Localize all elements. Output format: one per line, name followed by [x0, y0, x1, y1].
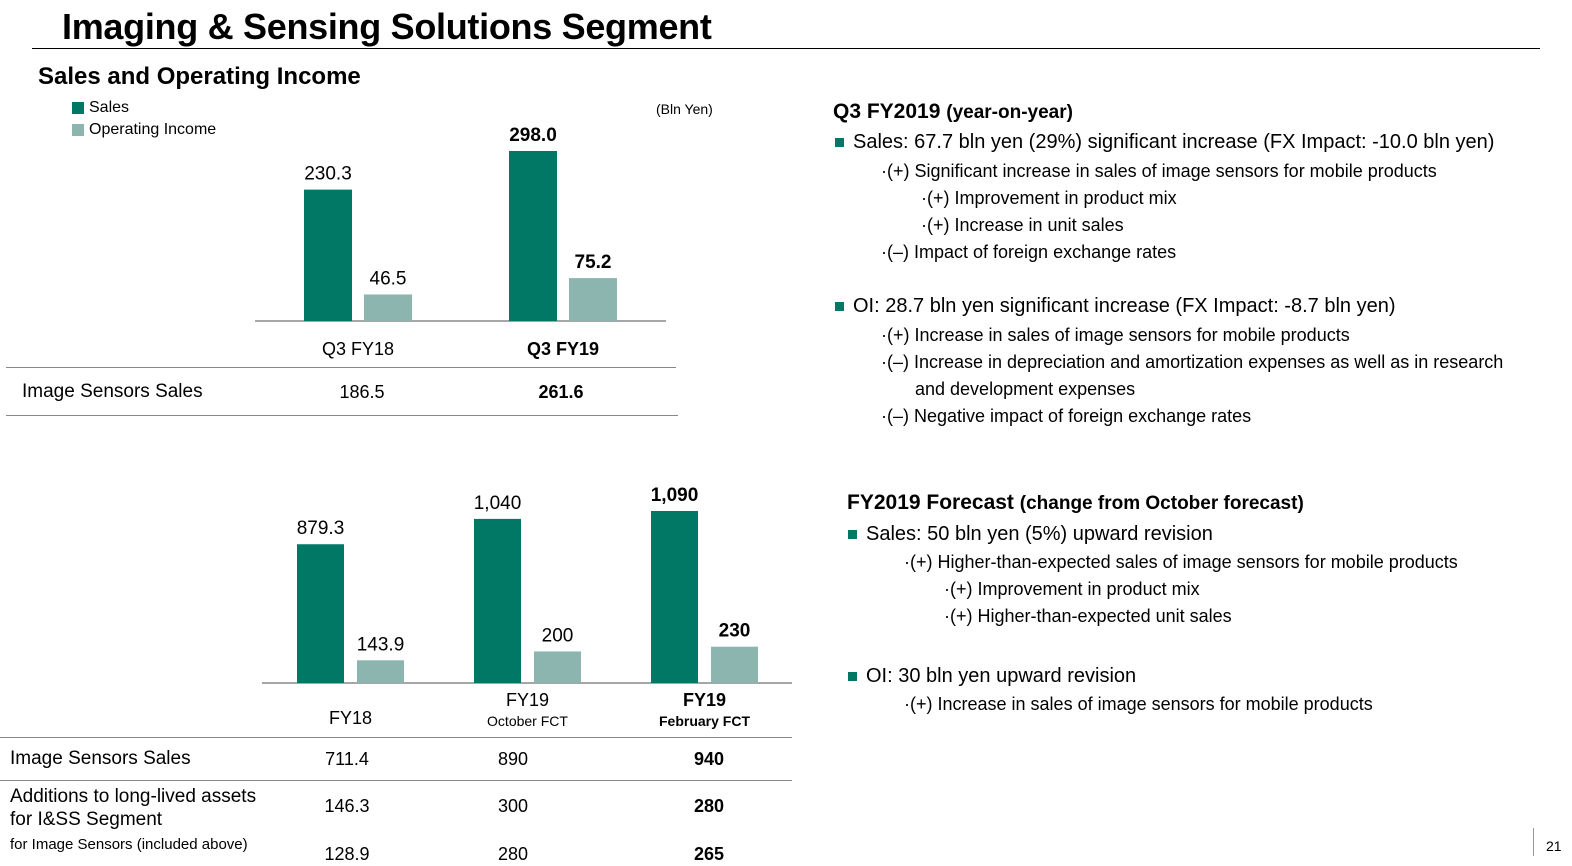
data-label-sales: 1,090 [651, 485, 699, 506]
table2-mid-rule [0, 780, 792, 781]
data-label-oi: 230 [719, 621, 751, 642]
q3-oi-item: ·(–) Increase in depreciation and amorti… [881, 352, 1504, 372]
table1-bottom-rule [6, 415, 678, 416]
bar-oi [569, 278, 617, 321]
table2-row3-label: for Image Sensors (included above) [10, 836, 248, 853]
q3-sales-text: Sales: 67.7 bln yen (29%) significant in… [853, 131, 1495, 153]
category-sublabel: February FCT [659, 713, 750, 729]
table2-row1-fy19-oct: 890 [497, 749, 529, 769]
bar-sales [651, 511, 698, 683]
table2-row3-fy18: 128.9 [324, 844, 370, 864]
fy-oi-item: ·(+) Increase in sales of image sensors … [904, 694, 1373, 714]
table2-top-rule [0, 737, 792, 738]
bar-sales [297, 544, 344, 683]
data-label-sales: 879.3 [297, 518, 345, 539]
table2-row2-fy19-oct: 300 [497, 796, 529, 816]
q3-heading-suffix: (year-on-year) [946, 102, 1073, 123]
table2-row2-fy19-feb: 280 [693, 796, 725, 816]
q3-sales-bullet: Sales: 67.7 bln yen (29%) significant in… [835, 131, 1494, 154]
data-label-sales: 230.3 [304, 164, 352, 185]
legend-item-sales: Sales [72, 99, 216, 117]
fy-sales-item: ·(+) Higher-than-expected unit sales [944, 606, 1232, 626]
legend-label-sales: Sales [89, 99, 130, 116]
table2-row2-label-line2: for I&SS Segment [10, 809, 163, 830]
q3-sales-item: ·(–) Impact of foreign exchange rates [881, 242, 1177, 262]
table2-row2-label-line1: Additions to long-lived assets [10, 786, 257, 807]
table2-row1-label: Image Sensors Sales [10, 748, 191, 769]
fy-oi-bullet: OI: 30 bln yen upward revision [848, 665, 1136, 688]
bar-oi [711, 646, 758, 683]
data-label-sales: 298.0 [509, 125, 557, 146]
page-number-divider [1533, 828, 1534, 856]
page-number: 21 [1546, 838, 1562, 854]
q3-sales-item: ·(+) Significant increase in sales of im… [881, 161, 1437, 181]
fy-sales-text: Sales: 50 bln yen (5%) upward revision [866, 523, 1213, 545]
table2-row2-fy18: 146.3 [324, 796, 370, 816]
q3-sales-item: ·(+) Improvement in product mix [921, 188, 1177, 208]
section-subtitle: Sales and Operating Income [38, 63, 361, 90]
fy-sales-item: ·(+) Improvement in product mix [944, 579, 1200, 599]
legend-item-oi: Operating Income [72, 121, 216, 139]
bar-oi [534, 651, 581, 683]
fy-heading-main: FY2019 Forecast [847, 491, 1014, 514]
q3-oi-text: OI: 28.7 bln yen significant increase (F… [853, 295, 1396, 317]
q3-oi-item: ·(–) Negative impact of foreign exchange… [881, 406, 1252, 426]
q3-sales-oi-chart: 230.3 46.5 Q3 FY18 298.0 75.2 Q3 FY19 [255, 125, 666, 359]
table1-value-q3fy19: 261.6 [538, 382, 584, 402]
fy-heading-suffix: (change from October forecast) [1019, 493, 1304, 514]
fy-sales-item: ·(+) Higher-than-expected sales of image… [904, 552, 1458, 572]
bullet-square-icon [848, 672, 857, 681]
data-label-oi: 200 [542, 625, 574, 646]
q3-oi-item: and development expenses [915, 379, 1136, 399]
table2-row1-fy19-feb: 940 [693, 749, 725, 769]
fy-sales-oi-chart: 879.3 143.9 FY18 1,040 200 FY19 October FCT 1,0… [262, 485, 792, 729]
q3-heading-main: Q3 FY2019 [833, 100, 941, 123]
q3-heading: Q3 FY2019 (year-on-year) [833, 100, 1073, 124]
q3-sales-item: ·(+) Increase in unit sales [921, 215, 1124, 235]
table1-row-label: Image Sensors Sales [22, 381, 203, 402]
category-sublabel: October FCT [487, 713, 568, 729]
table2-row3-fy19-feb: 265 [693, 844, 725, 864]
category-label: Q3 FY19 [527, 339, 599, 359]
bullet-square-icon [835, 138, 844, 147]
bar-sales [474, 518, 521, 683]
table2-row3-fy19-oct: 280 [497, 844, 529, 864]
category-label: Q3 FY18 [322, 339, 394, 359]
chart-legend: Sales Operating Income [72, 99, 216, 139]
title-divider [32, 48, 1540, 49]
category-label: FY19 [683, 690, 726, 710]
fy-oi-text: OI: 30 bln yen upward revision [866, 665, 1137, 687]
data-label-oi: 143.9 [357, 634, 405, 655]
bar-oi [357, 660, 404, 683]
table1-top-rule [6, 367, 676, 368]
q3-oi-item: ·(+) Increase in sales of image sensors … [881, 325, 1350, 345]
legend-label-oi: Operating Income [89, 121, 217, 138]
bullet-square-icon [848, 530, 857, 539]
fy-sales-bullet: Sales: 50 bln yen (5%) upward revision [848, 523, 1213, 546]
bar-sales [304, 189, 352, 321]
legend-swatch-oi [72, 124, 84, 136]
fy-heading: FY2019 Forecast (change from October for… [847, 491, 1304, 515]
page-title: Imaging & Sensing Solutions Segment [62, 6, 712, 47]
q3-oi-bullet: OI: 28.7 bln yen significant increase (F… [835, 295, 1395, 318]
data-label-sales: 1,040 [474, 493, 522, 514]
bullet-square-icon [835, 302, 844, 311]
bar-oi [364, 294, 412, 321]
legend-swatch-sales [72, 102, 84, 114]
table2-row1-fy18: 711.4 [325, 749, 369, 769]
data-label-oi: 46.5 [370, 268, 407, 289]
unit-label: (Bln Yen) [656, 101, 713, 117]
category-label: FY19 [506, 690, 549, 710]
data-label-oi: 75.2 [575, 252, 612, 273]
bar-sales [509, 151, 557, 321]
category-label: FY18 [329, 708, 372, 728]
table1-value-q3fy18: 186.5 [339, 382, 385, 402]
